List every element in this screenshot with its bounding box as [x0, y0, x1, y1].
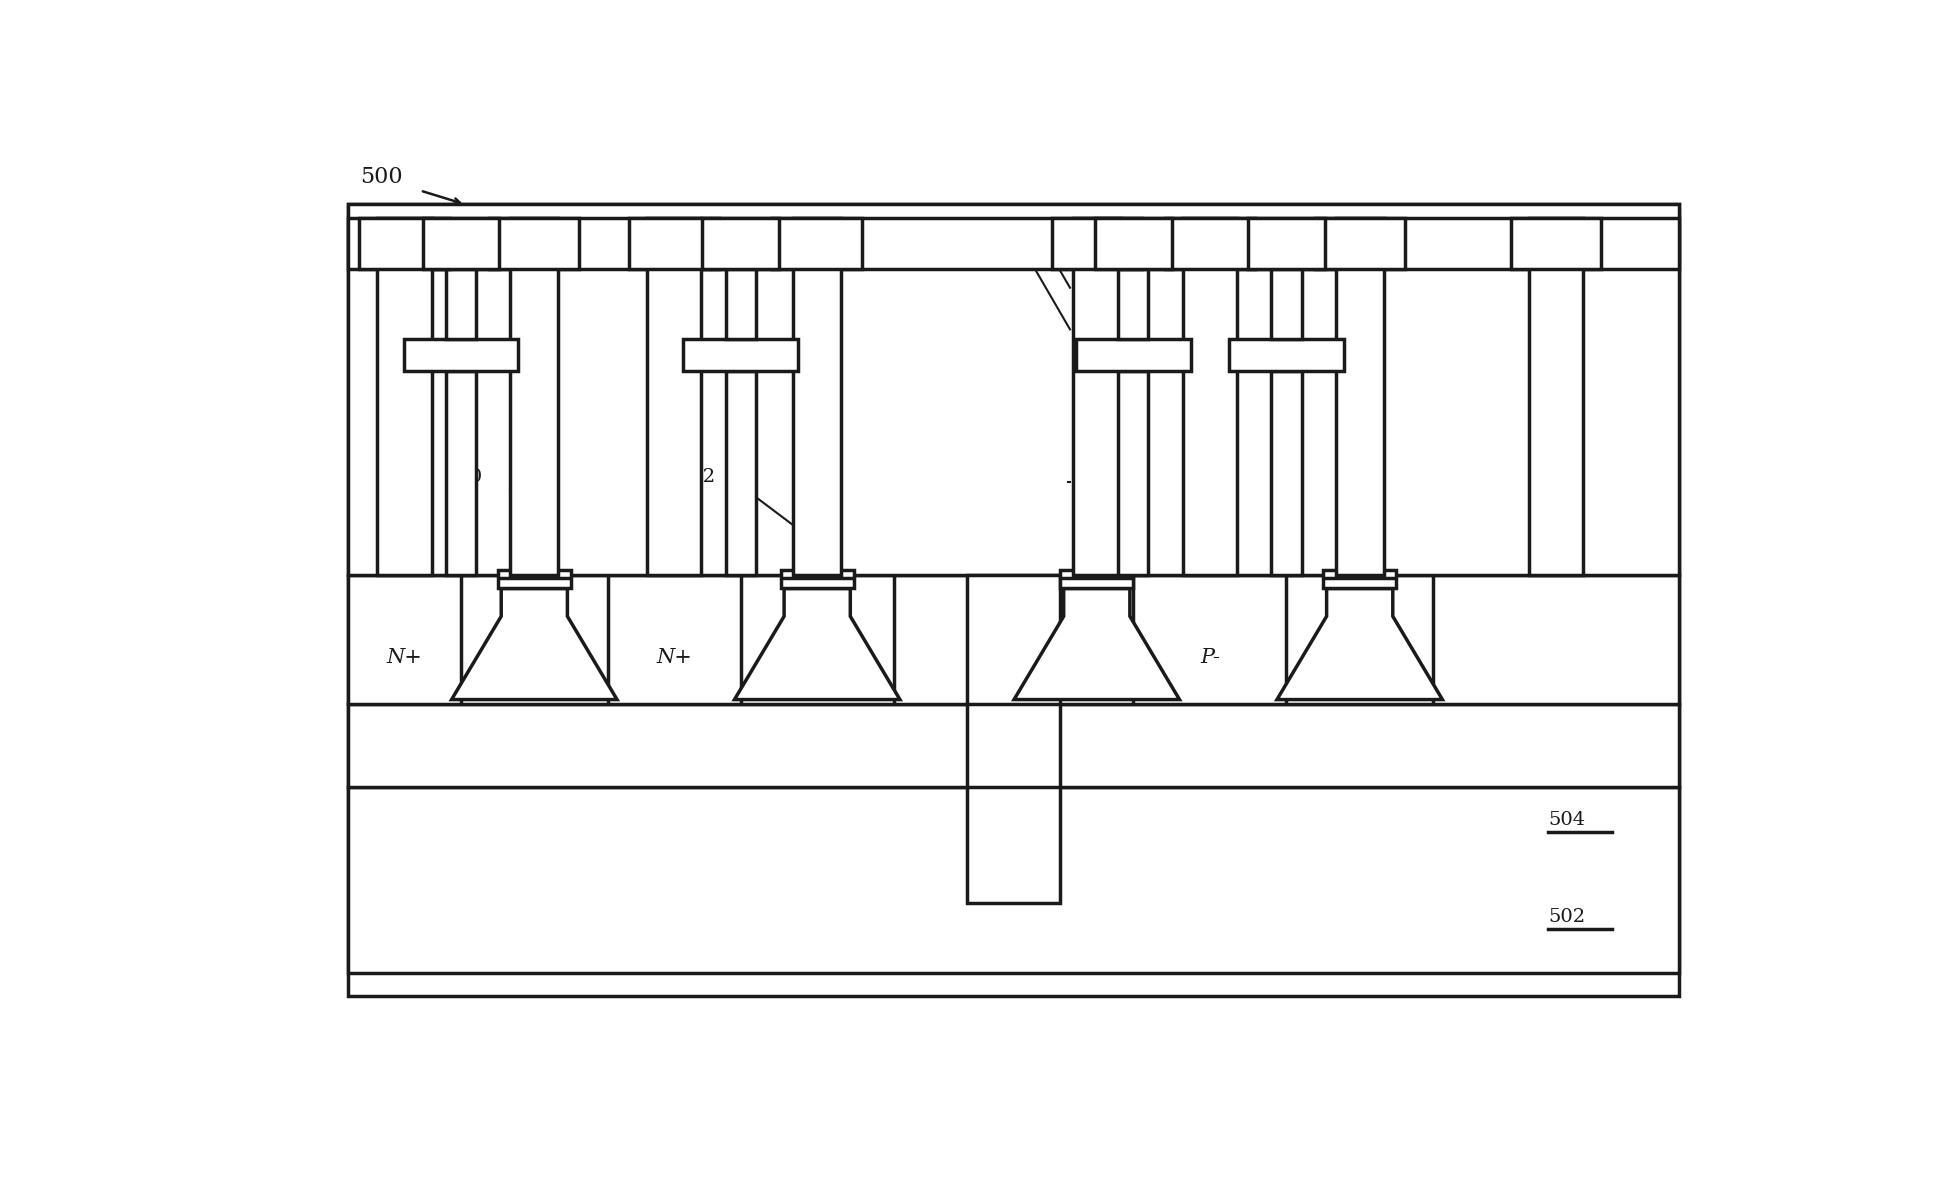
Bar: [1335, 219, 1384, 575]
Text: P-: P-: [1003, 648, 1023, 667]
Bar: [1165, 219, 1256, 269]
Bar: [1118, 269, 1149, 339]
Bar: [347, 704, 1679, 787]
Bar: [377, 219, 431, 575]
Bar: [510, 219, 559, 575]
Bar: [1075, 339, 1190, 371]
Bar: [629, 219, 720, 269]
Text: 562: 562: [1077, 474, 1114, 492]
Bar: [773, 219, 862, 269]
Bar: [1324, 570, 1396, 589]
Text: P-: P-: [807, 648, 827, 667]
Text: N+: N+: [1079, 648, 1114, 667]
Bar: [1271, 269, 1302, 339]
Polygon shape: [1277, 589, 1442, 700]
Bar: [499, 570, 571, 589]
Bar: [967, 575, 1060, 903]
Text: P-: P-: [1200, 648, 1219, 667]
Bar: [423, 219, 499, 269]
Bar: [1229, 339, 1343, 371]
Bar: [726, 371, 755, 575]
Bar: [446, 371, 476, 575]
Polygon shape: [1013, 589, 1180, 700]
Polygon shape: [734, 589, 901, 700]
Text: 564: 564: [1077, 321, 1114, 338]
Bar: [1530, 219, 1584, 575]
Bar: [1095, 219, 1172, 269]
Text: 520: 520: [446, 469, 483, 487]
Text: N+: N+: [1341, 648, 1378, 667]
Text: 566: 566: [1077, 279, 1114, 297]
Bar: [1118, 371, 1149, 575]
Bar: [1314, 219, 1405, 269]
Text: P-: P-: [524, 648, 543, 667]
Bar: [726, 269, 755, 339]
Bar: [683, 339, 798, 371]
Text: 500: 500: [359, 166, 402, 188]
Bar: [347, 204, 1679, 995]
Bar: [1510, 219, 1601, 269]
Bar: [1271, 371, 1302, 575]
Polygon shape: [452, 589, 617, 700]
Bar: [404, 339, 518, 371]
Bar: [646, 219, 701, 575]
Bar: [347, 219, 1679, 269]
Text: 504: 504: [1549, 811, 1586, 829]
Bar: [1060, 570, 1134, 589]
Text: 522: 522: [679, 469, 716, 487]
Text: 502: 502: [1549, 908, 1586, 926]
Bar: [1052, 219, 1141, 269]
Text: N+: N+: [656, 648, 691, 667]
Bar: [489, 219, 580, 269]
Bar: [1182, 219, 1236, 575]
Bar: [1073, 219, 1120, 575]
Text: 560: 560: [1077, 519, 1114, 537]
Bar: [359, 219, 450, 269]
Text: N+: N+: [386, 648, 423, 667]
Bar: [794, 219, 840, 575]
Bar: [347, 204, 1679, 575]
Bar: [780, 570, 854, 589]
Bar: [703, 219, 778, 269]
Bar: [446, 269, 476, 339]
Bar: [347, 787, 1679, 972]
Bar: [1248, 219, 1326, 269]
Bar: [347, 575, 1679, 704]
